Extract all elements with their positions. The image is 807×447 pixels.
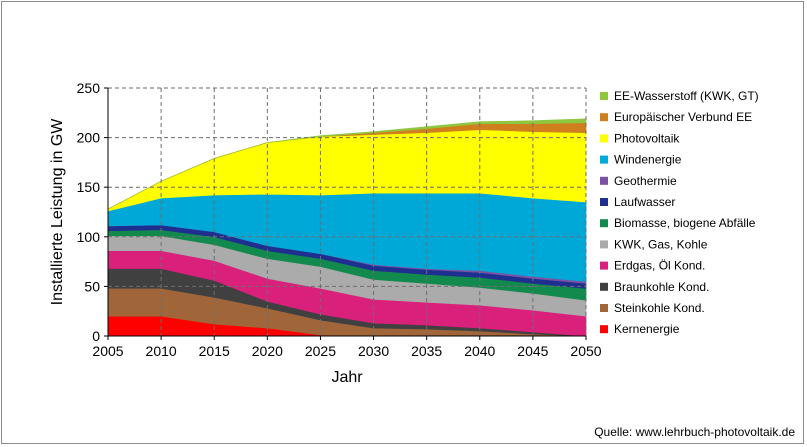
legend-swatch-11 bbox=[600, 325, 608, 334]
x-tick-label-4: 2025 bbox=[305, 343, 336, 359]
x-tick-label-1: 2010 bbox=[146, 343, 177, 359]
legend-swatch-6 bbox=[600, 219, 608, 228]
y-tick-label-0: 0 bbox=[92, 328, 100, 344]
y-tick-label-3: 150 bbox=[77, 179, 101, 195]
y-axis-title: Installierte Leistung in GW bbox=[49, 118, 66, 306]
x-tick-label-0: 2005 bbox=[92, 343, 123, 359]
legend-swatch-3 bbox=[600, 155, 608, 164]
legend-label-4: Geothermie bbox=[614, 174, 677, 188]
legend-label-7: KWK, Gas, Kohle bbox=[614, 237, 708, 251]
x-tick-label-3: 2020 bbox=[252, 343, 283, 359]
legend-swatch-0 bbox=[600, 92, 608, 100]
legend-swatch-8 bbox=[600, 261, 608, 270]
x-axis-title: Jahr bbox=[331, 369, 363, 386]
legend-label-8: Erdgas, Öl Kond. bbox=[614, 259, 705, 273]
x-tick-label-8: 2045 bbox=[517, 343, 548, 359]
y-tick-label-4: 200 bbox=[77, 130, 101, 146]
x-tick-label-6: 2035 bbox=[411, 343, 442, 359]
y-tick-label-2: 100 bbox=[77, 229, 101, 245]
y-tick-label-5: 250 bbox=[77, 80, 101, 96]
legend-label-9: Braunkohle Kond. bbox=[614, 280, 709, 294]
legend-swatch-7 bbox=[600, 240, 608, 249]
area-series-11 bbox=[107, 118, 587, 210]
legend-swatch-4 bbox=[600, 176, 608, 185]
legend-swatch-5 bbox=[600, 198, 608, 206]
x-tick-label-7: 2040 bbox=[464, 343, 495, 359]
legend-swatch-2 bbox=[600, 134, 608, 143]
x-tick-label-2: 2015 bbox=[199, 343, 230, 359]
legend-label-1: Europäischer Verbund EE bbox=[614, 110, 752, 124]
legend-label-5: Laufwasser bbox=[614, 195, 675, 209]
source-credit: Quelle: www.lehrbuch-photovoltaik.de bbox=[594, 425, 795, 439]
x-tick-label-5: 2030 bbox=[358, 343, 389, 359]
legend-swatch-1 bbox=[600, 113, 608, 122]
legend-label-0: EE-Wasserstoff (KWK, GT) bbox=[614, 89, 759, 103]
legend-label-6: Biomasse, biogene Abfälle bbox=[614, 216, 756, 230]
legend: EE-Wasserstoff (KWK, GT) Europäischer Ver… bbox=[600, 89, 759, 336]
legend-label-11: Kernenergie bbox=[614, 322, 680, 336]
legend-label-3: Windenergie bbox=[614, 153, 682, 167]
legend-swatch-9 bbox=[600, 282, 608, 291]
legend-swatch-10 bbox=[600, 304, 608, 312]
legend-label-2: Photovoltaik bbox=[614, 131, 680, 145]
x-tick-label-9: 2050 bbox=[570, 343, 601, 359]
y-tick-label-1: 50 bbox=[84, 278, 100, 294]
legend-label-10: Steinkohle Kond. bbox=[614, 301, 705, 315]
